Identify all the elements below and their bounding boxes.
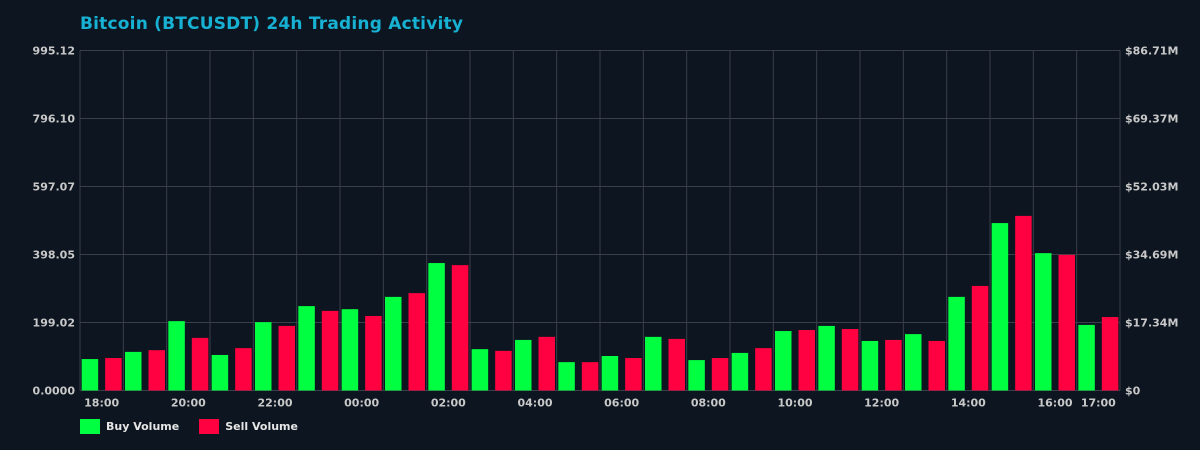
x-tick-label: 06:00 (604, 397, 639, 410)
sell-bar[interactable] (538, 336, 556, 391)
legend-label-buy: Buy Volume (106, 420, 180, 433)
sell-bar[interactable] (625, 358, 642, 391)
buy-bar[interactable] (731, 352, 749, 391)
chart-title: Bitcoin (BTCUSDT) 24h Trading Activity (80, 14, 464, 34)
buy-bar[interactable] (125, 351, 142, 391)
y-tick-label: 995.12 (33, 45, 75, 58)
buy-bar[interactable] (168, 321, 185, 391)
buy-bar[interactable] (515, 339, 532, 391)
x-tick-label: 10:00 (777, 397, 812, 410)
sell-bar[interactable] (581, 362, 599, 391)
y-tick-label: 199.02 (33, 317, 75, 330)
legend-item-buy[interactable]: Buy Volume (80, 419, 179, 434)
sell-bar[interactable] (365, 316, 382, 391)
buy-bar[interactable] (948, 296, 965, 391)
sell-bar[interactable] (971, 285, 989, 391)
y-tick-label: 597.07 (33, 181, 75, 194)
sell-bar[interactable] (1101, 317, 1119, 391)
legend: Buy Volume Sell Volume (80, 419, 318, 434)
sell-bar[interactable] (278, 325, 296, 391)
buy-bar[interactable] (471, 349, 489, 391)
sell-bar[interactable] (451, 265, 469, 391)
y2-tick-label: $52.03M (1125, 181, 1178, 194)
buy-bar[interactable] (645, 336, 662, 391)
buy-bar[interactable] (341, 309, 359, 391)
x-tick-label: 14:00 (951, 397, 986, 410)
grid-lines (79, 50, 1121, 391)
buy-bar[interactable] (211, 354, 229, 391)
y2-tick-label: $34.69M (1125, 249, 1178, 262)
buy-bar[interactable] (861, 340, 879, 391)
sell-bar[interactable] (711, 358, 729, 391)
sell-bar[interactable] (668, 338, 686, 391)
sell-bar[interactable] (235, 348, 252, 391)
y2-tick-label: $0 (1125, 385, 1141, 398)
buy-bar[interactable] (385, 296, 402, 391)
x-tick-label: 04:00 (517, 397, 552, 410)
y-tick-label: 398.05 (33, 249, 75, 262)
sell-bar[interactable] (495, 350, 512, 391)
x-tick-label: 16:00 (1037, 397, 1072, 410)
x-axis: 18:00 20:00 22:00 00:00 02:00 04:00 06:00 08:00… (84, 397, 1116, 410)
x-tick-label: 22:00 (257, 397, 292, 410)
sell-bar[interactable] (885, 339, 902, 391)
buy-bar[interactable] (1035, 253, 1052, 391)
sell-bar[interactable] (408, 293, 426, 391)
sell-bar[interactable] (755, 348, 772, 391)
y2-tick-label: $69.37M (1125, 113, 1178, 126)
buy-bar[interactable] (1078, 324, 1095, 391)
y2-tick-label: $86.71M (1125, 45, 1178, 58)
buy-bar[interactable] (558, 362, 575, 391)
buy-bar[interactable] (775, 331, 792, 391)
x-tick-label: 02:00 (431, 397, 466, 410)
buy-bar[interactable] (818, 325, 835, 391)
buy-bar[interactable] (428, 263, 445, 391)
y-tick-label: 796.10 (33, 113, 76, 126)
buy-swatch (80, 419, 100, 434)
y-axis-right: $0 $17.34M $34.69M $52.03M $69.37M $86.71M (1125, 45, 1178, 398)
buy-bar[interactable] (991, 223, 1009, 391)
sell-bar[interactable] (798, 330, 816, 391)
sell-bar[interactable] (321, 310, 339, 391)
x-tick-label: 18:00 (84, 397, 119, 410)
buy-bar[interactable] (905, 334, 922, 391)
sell-bar[interactable] (928, 340, 946, 391)
sell-bar[interactable] (1058, 254, 1076, 391)
legend-item-sell[interactable]: Sell Volume (199, 419, 298, 434)
sell-bar[interactable] (148, 350, 166, 391)
sell-bar[interactable] (841, 328, 859, 391)
y-axis-left: 0.0000 199.02 398.05 597.07 796.10 995.12 (33, 45, 76, 398)
y2-tick-label: $17.34M (1125, 317, 1178, 330)
bars (81, 215, 1119, 391)
buy-bar[interactable] (688, 360, 705, 391)
buy-bar[interactable] (255, 322, 272, 391)
sell-bar[interactable] (105, 358, 122, 391)
sell-bar[interactable] (1015, 215, 1032, 391)
y-tick-label: 0.0000 (33, 385, 76, 398)
buy-bar[interactable] (81, 359, 99, 391)
legend-label-sell: Sell Volume (225, 420, 298, 433)
buy-bar[interactable] (298, 306, 315, 391)
x-tick-label: 12:00 (864, 397, 899, 410)
sell-bar[interactable] (191, 337, 209, 391)
x-tick-label: 17:00 (1081, 397, 1116, 410)
buy-bar[interactable] (601, 355, 619, 391)
sell-swatch (199, 419, 220, 434)
x-tick-label: 00:00 (344, 397, 379, 410)
x-tick-label: 20:00 (171, 397, 206, 410)
x-tick-label: 08:00 (691, 397, 726, 410)
